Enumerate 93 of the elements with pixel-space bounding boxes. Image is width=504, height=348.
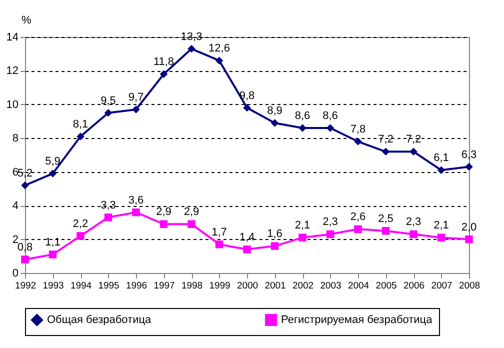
point (21, 181, 29, 190)
data-label: 9,5 (100, 94, 116, 107)
x-tick-label: 2004 (348, 280, 370, 292)
point (188, 220, 196, 228)
x-tick-label: 2000 (236, 280, 258, 292)
data-label: 5,2 (17, 167, 33, 180)
y-tick-label: 8 (12, 132, 18, 145)
point (160, 70, 168, 78)
x-tick-label: 1997 (154, 280, 175, 292)
x-tick-label: 1994 (70, 280, 92, 292)
x-tick-label: 2006 (403, 280, 425, 292)
point (270, 119, 279, 127)
y-tick-label: 10 (6, 98, 18, 111)
data-label: 6,3 (461, 148, 477, 161)
data-label: 2,1 (434, 220, 449, 232)
data-label: 1,7 (212, 226, 227, 238)
point (215, 56, 224, 64)
data-label: 1,6 (267, 228, 282, 240)
data-label: 2,9 (184, 206, 200, 218)
point (48, 170, 57, 178)
point (354, 138, 362, 146)
data-label: 7,2 (406, 134, 422, 146)
point (243, 246, 251, 254)
point (160, 220, 168, 228)
data-label: 8,6 (322, 110, 338, 122)
data-label: 3,6 (128, 194, 144, 206)
point (243, 104, 251, 112)
data-label: 7,2 (378, 134, 394, 146)
x-tick-label: 2003 (320, 280, 342, 292)
data-label: 2,1 (294, 220, 310, 232)
point (465, 162, 473, 171)
x-tick-label: 2008 (458, 280, 480, 292)
point (215, 240, 224, 248)
point (326, 124, 334, 132)
data-label: 2,0 (461, 221, 477, 234)
point (188, 44, 196, 53)
legend-label: Общая безработица (47, 314, 152, 326)
data-label: 8,9 (267, 104, 282, 117)
y-tick-label: 12 (6, 65, 18, 78)
x-tick-label: 2005 (376, 280, 397, 292)
data-label: 8,6 (294, 110, 310, 122)
x-tick-label: 1993 (42, 280, 64, 292)
data-label: 11,8 (153, 56, 174, 68)
point (270, 242, 279, 250)
point (382, 226, 390, 235)
data-label: 6,1 (434, 152, 449, 164)
x-tick-label: 2002 (292, 280, 314, 292)
point (326, 230, 334, 238)
x-tick-label: 1992 (14, 280, 36, 292)
point (48, 250, 57, 258)
point (104, 214, 112, 222)
data-label: 8,1 (72, 118, 88, 130)
x-tick-label: 1996 (126, 280, 148, 292)
point (382, 148, 390, 156)
data-label: 2,6 (350, 211, 366, 224)
legend-label: Регистрируемая безработица (281, 314, 434, 326)
data-label: 12,6 (208, 42, 230, 55)
y-tick-label: 14 (6, 32, 18, 44)
point (410, 148, 418, 156)
data-label: 2,3 (406, 216, 422, 228)
data-label: 9,7 (128, 91, 144, 104)
y-tick-label: 2 (12, 234, 18, 246)
y-tick-label: 0 (12, 268, 18, 280)
x-tick-label: 1998 (181, 280, 203, 292)
point (132, 208, 140, 216)
data-label: 13,3 (180, 30, 202, 43)
x-tick-label: 2007 (431, 280, 452, 292)
data-label: 5,9 (45, 156, 60, 168)
x-tick-label: 1999 (209, 280, 230, 292)
y-axis-title: % (22, 14, 32, 26)
data-label: 2,9 (156, 206, 172, 218)
data-label: 2,5 (378, 212, 394, 225)
point (354, 225, 362, 234)
data-label: 2,2 (72, 218, 88, 230)
data-label: 2,3 (322, 216, 338, 228)
data-label: 7,8 (350, 124, 366, 136)
y-tick-label: 4 (12, 200, 18, 212)
point (465, 235, 473, 244)
point (76, 232, 84, 240)
point (132, 106, 140, 114)
y-tick-label: 6 (12, 166, 18, 178)
x-tick-label: 2001 (264, 280, 286, 292)
x-tick-label: 1995 (98, 280, 120, 292)
point (104, 108, 112, 117)
point (437, 166, 446, 174)
data-label: 3,3 (100, 199, 116, 212)
point (298, 124, 306, 132)
point (21, 256, 29, 264)
point (410, 230, 418, 238)
point (76, 132, 84, 140)
data-label: 0,8 (17, 242, 33, 254)
point (437, 234, 446, 242)
point (298, 234, 306, 242)
